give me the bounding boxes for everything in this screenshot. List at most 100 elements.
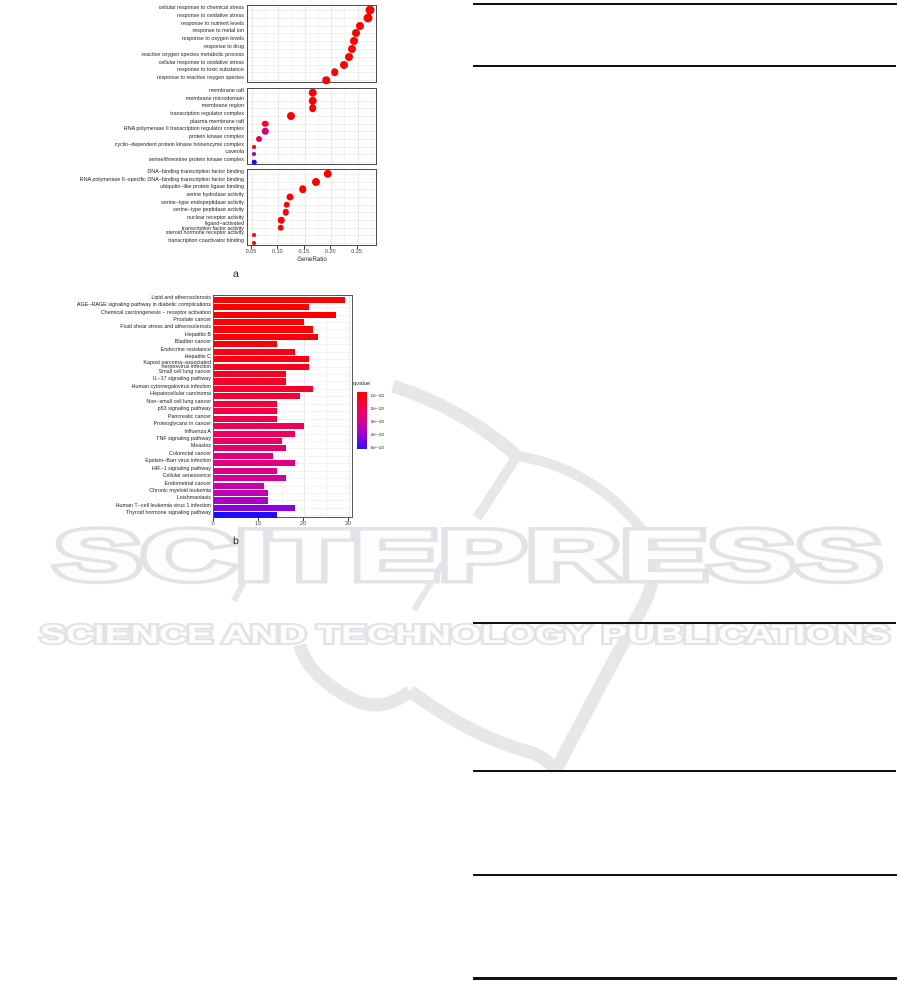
y-axis-label: serine−type peptidase activity	[173, 207, 244, 214]
gridline-minor	[318, 170, 320, 245]
x-tick-label: 0	[211, 520, 215, 527]
bar	[214, 356, 309, 363]
bar	[214, 445, 287, 452]
legend-tick-label: 3e−10	[370, 420, 384, 426]
gridline-major	[251, 89, 253, 164]
data-point	[277, 216, 285, 224]
gridline-row	[248, 227, 376, 229]
bar	[214, 304, 309, 311]
gridline-row	[248, 80, 376, 82]
y-axis-label: Cellular senescence	[162, 473, 211, 480]
figure-label-a: a	[233, 268, 239, 280]
bar	[214, 333, 318, 340]
gridline-row	[214, 403, 352, 405]
y-axis-label: serine hydrolase activity	[186, 191, 244, 198]
y-axis-label: Endocrine resistance	[160, 346, 211, 353]
bar	[214, 437, 282, 445]
gridline-minor	[318, 89, 320, 164]
bar	[214, 423, 305, 430]
y-axis-label: Chronic myeloid leukemia	[149, 487, 211, 494]
y-axis-label: steroid hormone receptor activity	[165, 230, 244, 237]
gridline-minor	[344, 170, 346, 245]
y-axis-label: Hepatitis C	[184, 354, 211, 361]
gridline-row	[248, 139, 376, 141]
legend-gradient	[357, 391, 367, 449]
figure-label-b: b	[233, 535, 239, 547]
gridline-major	[357, 170, 359, 245]
gridline-minor	[291, 6, 293, 82]
y-axis-label: Chemical carcinogenesis − receptor activ…	[100, 309, 211, 316]
bar	[214, 348, 296, 355]
gridline-row	[248, 189, 376, 191]
y-axis-label: membrane microdomain	[185, 95, 244, 102]
x-tick-label: 0.10	[272, 248, 283, 255]
x-tick-label: 10	[254, 520, 262, 527]
gridline-row	[214, 344, 352, 346]
gridline-major	[278, 170, 280, 245]
data-point	[251, 152, 256, 157]
data-point	[256, 136, 263, 143]
y-axis-label: nuclear receptor activity	[187, 215, 244, 222]
gridline-row	[248, 25, 376, 27]
y-axis-label: response to toxic substance	[177, 67, 244, 74]
y-axis-label: serine−type endopeptidase activity	[161, 199, 244, 206]
gridline-row	[248, 243, 376, 245]
gridline-row	[214, 500, 352, 502]
data-point	[286, 193, 294, 201]
y-axis-label: IL−17 signaling pathway	[153, 376, 211, 383]
gridline-row	[248, 146, 376, 148]
bar	[214, 482, 264, 489]
gridline-major	[331, 89, 333, 164]
legend-tick-label: 4e−10	[370, 433, 384, 439]
data-point	[331, 68, 339, 77]
gridline-row	[248, 123, 376, 125]
gridline-row	[214, 515, 352, 517]
x-tick-label: 0.25	[351, 248, 362, 255]
y-axis-label: RNA polymerase II transcription regulato…	[123, 126, 244, 133]
data-point	[308, 104, 317, 112]
gridline-row	[248, 220, 376, 222]
y-axis-label: cellular response to oxidative stress	[158, 59, 244, 66]
data-point	[251, 144, 256, 149]
gridline-minor	[291, 170, 293, 245]
bar	[214, 393, 300, 400]
gridline-row	[214, 485, 352, 487]
gridline-major	[349, 296, 351, 517]
y-axis-label: plasma membrane raft	[190, 118, 244, 125]
y-axis-label: Fluid shear stress and atherosclerosis	[120, 324, 211, 331]
bar	[214, 475, 287, 482]
x-tick-mark	[258, 518, 260, 521]
y-axis-label: DNA−binding transcription factor binding	[147, 168, 244, 175]
x-tick-mark	[277, 246, 279, 249]
column-rule	[473, 873, 897, 876]
bar	[214, 378, 287, 385]
gridline-major	[304, 89, 306, 164]
y-axis-label: membrane raft	[208, 87, 244, 94]
gridline-minor	[265, 170, 267, 245]
gridline-row	[214, 455, 352, 457]
gridline-major	[304, 170, 306, 245]
data-point	[365, 5, 375, 15]
facet-panel	[247, 5, 377, 84]
x-tick-mark	[348, 518, 350, 521]
x-tick-label: 20	[299, 520, 307, 527]
data-point	[349, 37, 358, 46]
x-axis-title-generatio: GeneRatio	[297, 255, 327, 263]
bar	[214, 512, 278, 519]
column-rule	[473, 64, 896, 67]
x-tick-mark	[213, 518, 214, 521]
y-axis-label: Proteoglycans in cancer	[153, 421, 211, 428]
gridline-row	[214, 440, 352, 442]
gridline-row	[248, 48, 376, 50]
bar	[214, 415, 278, 422]
data-point	[261, 128, 269, 135]
gridline-major	[331, 170, 333, 245]
data-point	[287, 111, 296, 120]
gridline-minor	[318, 6, 320, 82]
gridline-row	[248, 64, 376, 66]
bar	[214, 460, 296, 467]
gridline-row	[248, 72, 376, 74]
x-tick-mark	[303, 246, 305, 249]
